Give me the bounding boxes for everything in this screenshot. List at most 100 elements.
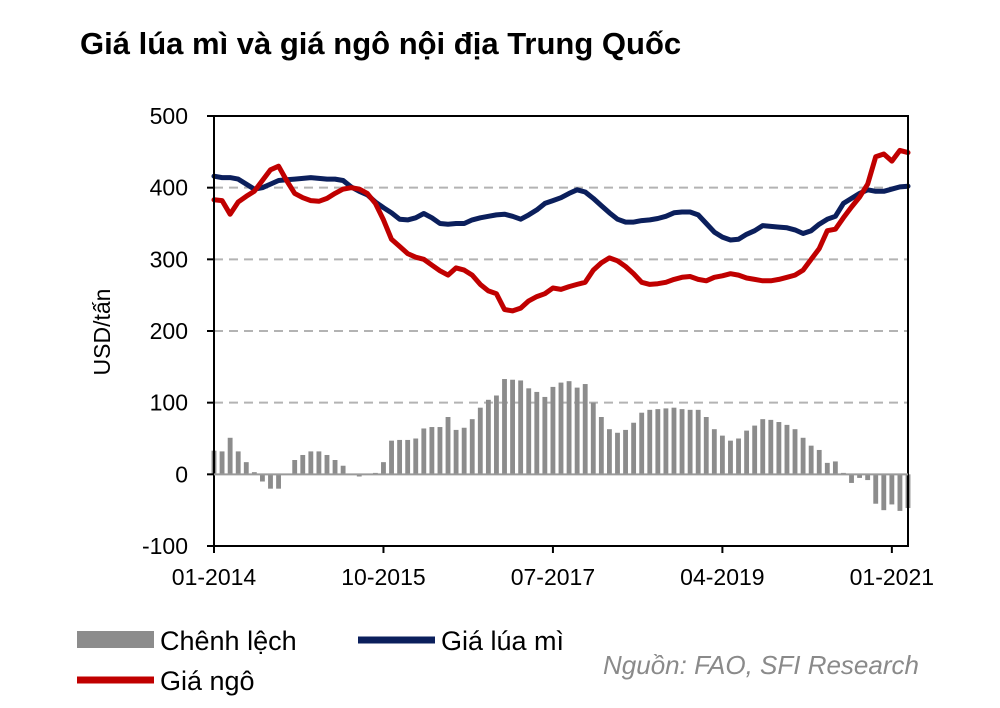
- bar-diff: [832, 461, 838, 475]
- legend-label-diff: Chênh lệch: [160, 626, 297, 656]
- bar-diff: [849, 474, 854, 483]
- x-tick-label: 01-2014: [172, 564, 257, 590]
- bar-diff: [631, 422, 637, 475]
- bar-diff: [542, 396, 548, 475]
- x-tick-label: 07-2017: [511, 564, 595, 590]
- bar-diff: [510, 379, 516, 475]
- bar-diff: [679, 409, 685, 475]
- bar-diff: [590, 402, 596, 475]
- bar-diff: [873, 474, 879, 504]
- bar-diff: [615, 432, 620, 475]
- bar-diff: [655, 409, 661, 475]
- bar-diff: [881, 474, 887, 511]
- bar-diff: [461, 427, 467, 475]
- bar-diff: [598, 417, 604, 475]
- bar-diff: [453, 429, 459, 475]
- x-tick-label: 10-2015: [341, 564, 425, 590]
- bar-diff: [784, 424, 790, 475]
- bar-diff: [703, 417, 709, 475]
- axes: [207, 115, 909, 553]
- bar-diff: [897, 474, 903, 511]
- x-tick-label: 01-2021: [850, 564, 934, 590]
- legend: Chênh lệch Giá lúa mì Giá ngô: [77, 626, 564, 696]
- bar-diff: [719, 435, 725, 475]
- bar-diff: [502, 379, 507, 475]
- y-tick-label: -100: [142, 533, 188, 559]
- bar-diff: [445, 417, 451, 475]
- legend-swatch-diff: [77, 631, 154, 648]
- bar-diff: [695, 409, 701, 475]
- bar-diff: [469, 419, 475, 475]
- bar-diff: [776, 422, 782, 475]
- legend-label-wheat: Giá lúa mì: [441, 626, 564, 656]
- y-tick-label: 200: [150, 318, 188, 344]
- bar-diff: [243, 462, 249, 475]
- bar-diff: [663, 408, 669, 475]
- line-wheat: [211, 173, 911, 243]
- bar-diff: [889, 474, 895, 505]
- bar-diff: [816, 449, 822, 475]
- bar-diff: [485, 399, 491, 475]
- bar-diff: [671, 407, 677, 475]
- bar-diff: [268, 474, 273, 489]
- bar-diff: [356, 474, 362, 477]
- bar-diff: [227, 437, 233, 475]
- bar-diff: [389, 440, 394, 475]
- bar-diff: [518, 380, 524, 475]
- bar-diff: [381, 462, 386, 475]
- bar-diff: [606, 429, 612, 475]
- bar-diff: [687, 409, 693, 475]
- bar-diff: [711, 429, 717, 475]
- source-note: Nguồn: FAO, SFI Research: [603, 650, 919, 680]
- bar-diff: [526, 388, 532, 475]
- bar-diff: [235, 451, 241, 475]
- difference-bars: [211, 379, 911, 511]
- bar-diff: [324, 454, 330, 475]
- line-corn: [211, 147, 911, 314]
- y-tick-label: 400: [150, 175, 188, 201]
- y-tick-label: 300: [150, 246, 188, 272]
- gridlines: [214, 186, 908, 404]
- bar-diff: [574, 387, 580, 475]
- y-axis-label: USD/tấn: [89, 289, 115, 376]
- bar-diff: [219, 451, 225, 475]
- bar-diff: [251, 472, 257, 475]
- bar-diff: [413, 438, 419, 475]
- bar-diff: [639, 412, 645, 475]
- bar-diff: [276, 474, 281, 489]
- chart-title: Giá lúa mì và giá ngô nội địa Trung Quốc: [80, 26, 682, 61]
- bar-diff: [340, 465, 346, 475]
- bar-diff: [800, 437, 806, 475]
- y-tick-labels: 500 400 300 200 100 0 -100: [142, 103, 188, 559]
- bar-diff: [824, 462, 830, 475]
- bar-diff: [308, 451, 314, 475]
- bar-diff: [760, 419, 766, 475]
- bar-diff: [582, 384, 588, 475]
- bar-diff: [728, 440, 733, 475]
- bar-diff: [405, 439, 411, 475]
- bar-diff: [429, 427, 435, 475]
- bar-diff: [437, 427, 443, 475]
- bar-diff: [534, 391, 540, 475]
- bar-diff: [332, 460, 338, 475]
- bar-diff: [768, 419, 774, 475]
- bar-diff: [397, 439, 403, 475]
- bar-diff: [558, 382, 564, 475]
- y-tick-label: 0: [175, 461, 188, 487]
- x-tick-labels: 01-2014 10-2015 07-2017 04-2019 01-2021: [172, 564, 934, 590]
- legend-label-corn: Giá ngô: [160, 666, 255, 696]
- bar-diff: [292, 460, 298, 475]
- bar-diff: [494, 395, 499, 475]
- bar-diff: [857, 474, 863, 478]
- y-tick-label: 100: [150, 390, 188, 416]
- bar-diff: [792, 429, 798, 475]
- bar-diff: [647, 409, 653, 475]
- bar-diff: [736, 438, 741, 475]
- bar-diff: [744, 430, 750, 475]
- x-tick-label: 04-2019: [680, 564, 764, 590]
- bar-diff: [550, 386, 556, 475]
- bar-diff: [477, 407, 483, 475]
- price-lines: [211, 147, 911, 314]
- bar-diff: [808, 445, 814, 475]
